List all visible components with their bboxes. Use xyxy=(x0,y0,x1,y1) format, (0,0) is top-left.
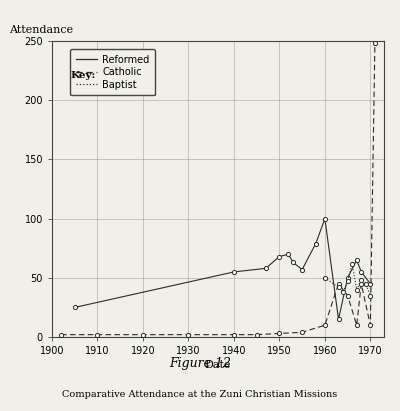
Text: Figure 12: Figure 12 xyxy=(169,357,231,370)
X-axis label: Date: Date xyxy=(205,360,231,370)
Text: Key:: Key: xyxy=(70,71,96,80)
Legend: Reformed, Catholic, Baptist: Reformed, Catholic, Baptist xyxy=(70,49,155,95)
Text: Comparative Attendance at the Zuni Christian Missions: Comparative Attendance at the Zuni Chris… xyxy=(62,390,338,399)
Text: Attendance: Attendance xyxy=(9,25,73,35)
